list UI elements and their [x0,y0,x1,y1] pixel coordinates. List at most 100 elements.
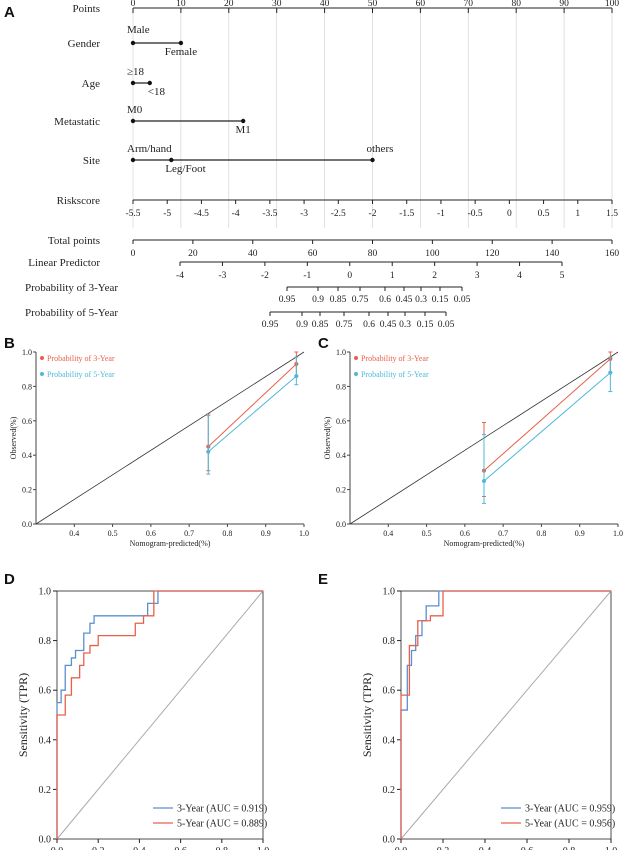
scale-tick-label: -5 [163,209,171,219]
y-tick-label: 1.0 [383,587,396,598]
y-axis-label: Observed(%) [323,416,332,459]
probability-tick-label: 0.6 [363,320,375,330]
scale-tick-label: -4.5 [194,209,209,219]
calibration-line [483,372,611,482]
scale-tick-label: -3 [300,209,308,219]
y-tick-label: 0.6 [383,686,396,697]
x-tick-label: 0.7 [184,529,194,538]
legend-marker [40,372,44,376]
row-label: Total points [48,235,100,247]
scale-tick-label: 1.5 [606,209,618,219]
x-tick-label: 1.0 [613,529,623,538]
y-tick-label: 0.8 [22,382,32,391]
factor-point [240,118,246,124]
roc-plot-e: 0.00.00.20.20.40.40.60.60.80.81.01.01-Sp… [360,587,617,850]
x-tick-label: 0.8 [563,846,576,850]
legend-label: 5-Year (AUC = 0.956) [525,819,615,830]
probability-tick-label: 0.15 [417,320,434,330]
row-label: Site [83,155,100,167]
x-tick-label: 0.6 [174,846,187,850]
y-tick-label: 1.0 [22,348,32,357]
y-axis-label: Sensitivity (TPR) [16,673,30,757]
scale-tick-label: -4 [232,209,240,219]
y-axis-label: Observed(%) [9,416,18,459]
calibration-plot-b: 0.0 0.2 0.4 0.6 0.8 1.0 0.4 0.5 0.6 0.7 0.8 0.9 1.0 N… [9,348,309,548]
probability-tick-label: 0.05 [454,295,471,305]
probability-tick-label: 0.05 [438,320,455,330]
x-tick-label: 0.5 [108,529,118,538]
scale-tick-label: 160 [605,249,620,259]
x-tick-label: 0.4 [133,846,146,850]
x-tick-label: 0.4 [383,529,393,538]
factor-point [130,118,136,124]
calibration-line [483,358,611,472]
calibration-point [206,449,211,454]
calibration-point [294,374,299,379]
panel-label-e: E [318,571,328,588]
calibration-line [207,363,297,447]
factor-level-label: Male [127,24,150,36]
scale-tick-label: 140 [545,249,560,259]
x-tick-label: 0.7 [498,529,508,538]
legend-marker [354,372,358,376]
scale-tick-label: -0.5 [468,209,483,219]
scale-tick-label: 0.5 [538,209,550,219]
roc-curve [56,590,263,839]
x-tick-label: 0.9 [575,529,585,538]
probability-tick-label: 0.75 [352,295,369,305]
points-tick-label: 80 [511,0,521,9]
scale-tick-label: 60 [308,249,318,259]
factor-level-label: M1 [236,124,251,136]
probability-tick-label: 0.85 [330,295,347,305]
points-tick-label: 0 [131,0,136,9]
y-tick-label: 0.0 [336,520,346,529]
legend-label: 5-Year (AUC = 0.889) [177,819,267,830]
row-label: Gender [68,38,101,50]
panel-label-b: B [4,335,15,352]
scale-tick-label: -1 [303,271,311,281]
nomogram-panel: Points Gender Age Metastatic Site Riskscore To… [25,0,619,330]
x-tick-label: 0.2 [437,846,450,850]
legend-label: Probability of 5-Year [47,370,115,379]
x-tick-label: 1.0 [605,846,618,850]
scale-tick-label: -5.5 [125,209,140,219]
calibration-line [207,375,297,453]
scale-tick-label: 2 [432,271,437,281]
probability-tick-label: 0.9 [296,320,308,330]
probability-tick-label: 0.95 [279,295,296,305]
y-tick-label: 0.0 [39,835,52,846]
roc-curve [56,590,263,839]
probability-tick-label: 0.9 [312,295,324,305]
points-tick-label: 50 [368,0,378,9]
scale-tick-label: 1 [575,209,580,219]
points-tick-label: 20 [224,0,234,9]
chance-diagonal [400,590,612,840]
probability-tick-label: 0.75 [336,320,353,330]
scale-tick-label: -2 [369,209,377,219]
row-label: Age [82,78,100,90]
legend-label: Probability of 5-Year [361,370,429,379]
probability-tick-label: 0.45 [380,320,397,330]
y-tick-label: 0.4 [39,735,52,746]
probability-tick-label: 0.95 [262,320,279,330]
scale-tick-label: 1 [390,271,395,281]
calibration-plot-c: 0.0 0.2 0.4 0.6 0.8 1.0 0.4 0.5 0.6 0.7 0.8 0.9 1.0 N… [323,348,623,548]
points-tick-label: 10 [176,0,186,9]
panel-label-a: A [4,4,15,21]
y-tick-label: 0.8 [336,382,346,391]
x-tick-label: 0.6 [460,529,470,538]
y-tick-label: 0.0 [22,520,32,529]
x-tick-label: 0.8 [222,529,232,538]
x-tick-label: 0.9 [261,529,271,538]
factor-level-label: M0 [127,104,143,116]
x-tick-label: 0.2 [92,846,105,850]
scale-tick-label: 20 [188,249,198,259]
y-tick-label: 1.0 [336,348,346,357]
x-tick-label: 0.4 [479,846,492,850]
y-tick-label: 0.2 [383,785,396,796]
factor-point [370,157,375,163]
probability-tick-label: 0.15 [432,295,449,305]
legend-label: 3-Year (AUC = 0.919) [177,804,267,815]
factor-point [130,157,136,163]
